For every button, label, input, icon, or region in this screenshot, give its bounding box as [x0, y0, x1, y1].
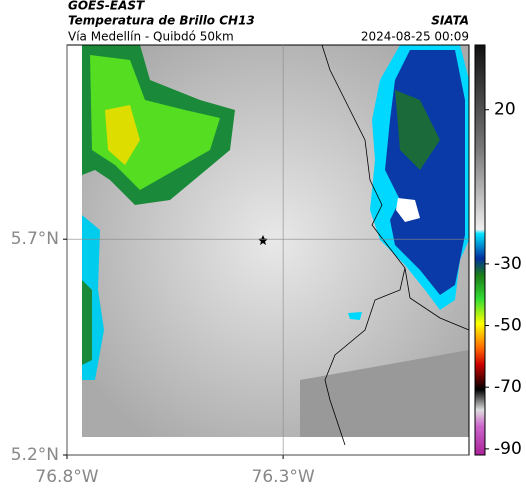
colorbar — [474, 44, 486, 456]
location-star — [258, 235, 268, 245]
subtitle: Temperatura de Brillo CH13 — [68, 14, 255, 28]
x-tick-label: 76.8°W — [35, 467, 98, 487]
coastline — [321, 44, 470, 446]
timestamp: 2024-08-25 00:09 — [361, 30, 469, 44]
cold-core — [105, 105, 140, 165]
y-tick-label: 5.7°N — [11, 229, 59, 249]
cold-core — [395, 90, 440, 170]
colorbar-tick-label: -70 — [494, 377, 522, 397]
colorbar-tick-label: 20 — [494, 100, 516, 120]
colorbar-tick-label: -50 — [494, 316, 522, 336]
colorbar-tick-label: -30 — [494, 254, 522, 274]
title: GOES-EAST — [68, 0, 145, 13]
route: Vía Medellín - Quibdó 50km — [68, 30, 234, 44]
y-tick-label: 5.2°N — [11, 445, 59, 465]
cold-cloud — [82, 280, 92, 365]
cold-cloud — [348, 312, 362, 320]
source: SIATA — [431, 14, 469, 28]
clear-gap — [396, 198, 420, 222]
dark-region — [300, 350, 469, 437]
colorbar-tick-label: -90 — [494, 439, 522, 459]
imagery — [82, 44, 470, 446]
x-tick-label: 76.3°W — [252, 467, 315, 487]
